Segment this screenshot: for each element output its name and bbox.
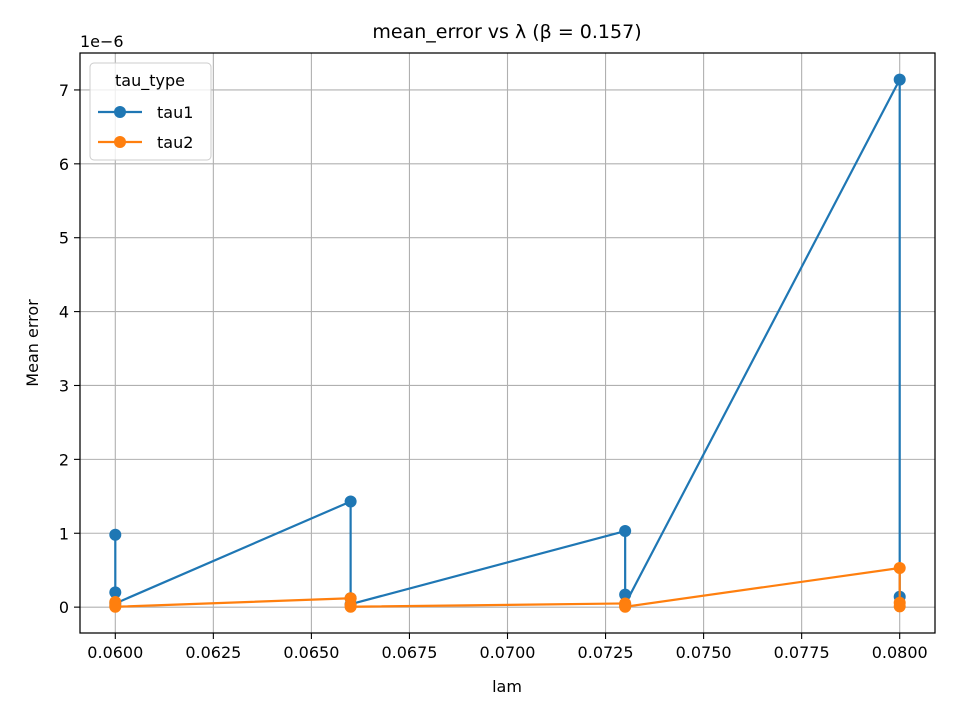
data-point-tau2 [109,600,122,613]
data-point-tau1 [109,528,122,541]
y-tick-label: 6 [59,155,69,174]
x-tick-label: 0.0650 [283,643,339,662]
data-point-tau1 [893,73,906,86]
x-tick-label: 0.0750 [676,643,732,662]
x-tick-label: 0.0700 [480,643,536,662]
plot-series [109,73,906,613]
legend-title: tau_type [115,71,185,91]
data-point-tau2 [893,561,906,574]
series-tau2 [109,561,906,613]
legend-marker-tau1 [114,106,126,118]
legend-entry-tau2: tau2 [98,133,193,152]
legend-label-tau2: tau2 [157,133,193,152]
y-axis-ticks: 0 1 2 3 4 5 6 7 [59,81,80,617]
data-point-tau1 [344,495,357,508]
x-tick-label: 0.0725 [578,643,634,662]
data-point-tau1 [619,525,632,538]
data-point-tau1 [619,588,632,601]
legend: tau_type tau1 tau2 [89,62,212,161]
y-tick-label: 5 [59,229,69,248]
y-offset-label: 1e−6 [80,32,124,51]
legend-box [89,62,212,161]
y-tick-label: 2 [59,450,69,469]
y-tick-label: 3 [59,376,69,395]
y-tick-label: 4 [59,303,69,322]
legend-entry-tau1: tau1 [98,103,193,122]
y-tick-label: 7 [59,81,69,100]
x-tick-label: 0.0800 [872,643,928,662]
y-axis-label: Mean error [23,299,42,387]
data-point-tau2 [893,600,906,613]
y-tick-label: 0 [59,598,69,617]
x-tick-label: 0.0600 [87,643,143,662]
x-axis-label: lam [492,677,522,696]
x-tick-label: 0.0625 [185,643,241,662]
x-tick-label: 0.0775 [774,643,830,662]
legend-marker-tau2 [114,136,126,148]
x-axis-ticks: 0.0600 0.0625 0.0650 0.0675 0.0700 0.0725 0.07… [87,633,928,662]
data-point-tau2 [344,600,357,613]
chart-title: mean_error vs λ (β = 0.157) [372,21,641,43]
data-point-tau2 [619,600,632,613]
legend-label-tau1: tau1 [157,103,193,122]
y-tick-label: 1 [59,524,69,543]
data-point-tau1 [109,586,122,599]
x-tick-label: 0.0675 [381,643,437,662]
